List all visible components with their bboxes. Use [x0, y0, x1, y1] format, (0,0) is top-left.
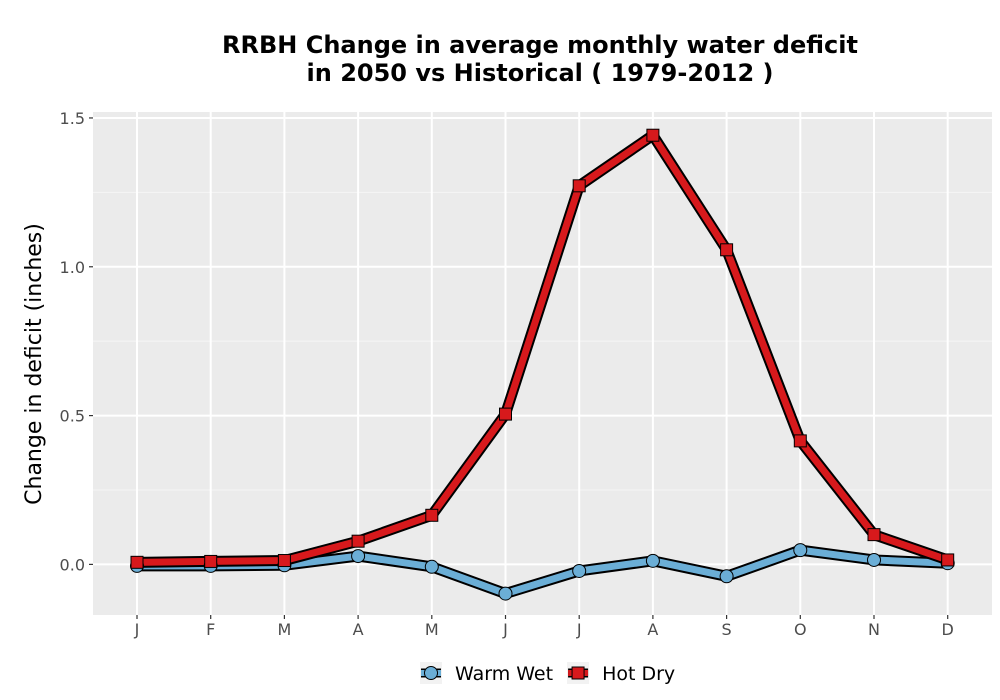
x-tick-label: J: [502, 620, 508, 639]
x-tick-label: S: [722, 620, 732, 639]
y-axis-label: Change in deficit (inches): [22, 223, 47, 505]
plot-panel: [93, 112, 992, 615]
chart-title-line-1: RRBH Change in average monthly water def…: [222, 31, 858, 59]
data-point-square: [425, 508, 439, 522]
data-point-circle: [572, 563, 587, 578]
x-tick-label: D: [942, 620, 954, 639]
chart-title-line-2: in 2050 vs Historical ( 1979-2012 ): [306, 59, 774, 87]
data-point-circle: [351, 549, 366, 564]
y-tick-label: 0.5: [60, 407, 85, 426]
data-point-circle: [719, 569, 734, 584]
legend: Warm Wet Hot Dry: [420, 662, 675, 685]
x-tick-label: J: [134, 620, 140, 639]
x-tick-label: O: [794, 620, 807, 639]
axis-layer: 0.0 0.5 1.0 1.5 J F M A M J J A S O N D: [60, 109, 954, 639]
y-tick-label: 0.0: [60, 555, 85, 574]
series-layer: [130, 128, 955, 601]
legend-label: Warm Wet: [455, 663, 553, 685]
major-gridlines: [93, 112, 992, 615]
data-point-square: [793, 434, 807, 448]
x-tick-label: M: [277, 620, 291, 639]
x-tick-label: M: [425, 620, 439, 639]
x-tick-label: A: [353, 620, 364, 639]
data-point-square: [351, 534, 365, 548]
data-point-square: [572, 179, 586, 193]
x-tick-label: F: [206, 620, 215, 639]
data-point-square: [499, 407, 512, 421]
y-tick-label: 1.0: [60, 258, 85, 277]
x-tick-label: A: [647, 620, 658, 639]
data-point-square: [941, 553, 955, 567]
legend-key-square: [571, 666, 585, 680]
y-tick-label: 1.5: [60, 109, 85, 128]
data-point-circle: [645, 553, 660, 568]
data-point-circle: [424, 559, 439, 574]
x-tick-label: J: [576, 620, 582, 639]
data-point-circle: [793, 543, 808, 558]
data-point-square: [720, 243, 734, 257]
data-point-circle: [498, 586, 513, 601]
legend-key-circle: [424, 666, 438, 680]
data-point-circle: [867, 552, 881, 567]
data-point-square: [204, 554, 218, 568]
data-point-square: [277, 554, 291, 568]
legend-label: Hot Dry: [602, 663, 675, 685]
series-line: [133, 131, 952, 566]
data-point-square: [867, 528, 881, 542]
x-tick-label: N: [868, 620, 880, 639]
data-point-square: [130, 555, 144, 569]
data-point-square: [646, 128, 660, 142]
